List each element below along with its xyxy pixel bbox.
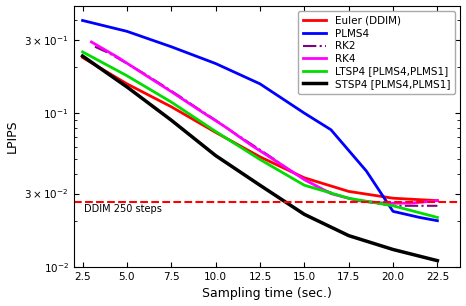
RK2 <box>159 83 165 87</box>
Euler (DDIM) <box>257 155 263 159</box>
PLMS4 <box>124 29 130 33</box>
RK2 <box>124 62 130 65</box>
RK2 <box>248 142 254 146</box>
RK2 <box>372 201 378 205</box>
RK4 <box>248 143 254 147</box>
LTSP4 [PLMS4,PLMS1] <box>169 100 174 104</box>
RK2 <box>284 166 289 170</box>
STSP4 [PLMS4,PLMS1] <box>169 118 174 122</box>
STSP4 [PLMS4,PLMS1] <box>346 234 351 237</box>
PLMS4 <box>302 111 307 115</box>
RK4 <box>355 199 360 203</box>
RK2 <box>302 178 307 181</box>
Euler (DDIM) <box>302 176 307 180</box>
RK2 <box>231 131 236 134</box>
RK4 <box>169 90 174 93</box>
PLMS4 <box>390 210 396 213</box>
RK2 <box>213 118 219 122</box>
PLMS4 <box>435 219 440 222</box>
Euler (DDIM) <box>80 56 85 59</box>
Text: DDIM 250 steps: DDIM 250 steps <box>84 204 162 214</box>
RK4 <box>408 201 413 205</box>
LTSP4 [PLMS4,PLMS1] <box>390 204 396 207</box>
RK2 <box>319 188 325 191</box>
RK2 <box>266 154 272 157</box>
STSP4 [PLMS4,PLMS1] <box>435 259 440 263</box>
RK4 <box>328 192 334 196</box>
RK4 <box>302 178 307 181</box>
STSP4 [PLMS4,PLMS1] <box>213 154 219 157</box>
RK2 <box>390 204 396 207</box>
Legend: Euler (DDIM), PLMS4, RK2, RK4, LTSP4 [PLMS4,PLMS1], STSP4 [PLMS4,PLMS1]: Euler (DDIM), PLMS4, RK2, RK4, LTSP4 [PL… <box>298 11 455 94</box>
PLMS4 <box>363 169 369 173</box>
RK4 <box>89 40 94 44</box>
LTSP4 [PLMS4,PLMS1] <box>346 196 351 200</box>
RK2 <box>142 72 147 76</box>
RK4 <box>435 199 440 203</box>
Line: RK2: RK2 <box>95 47 438 206</box>
LTSP4 [PLMS4,PLMS1] <box>80 50 85 54</box>
STSP4 [PLMS4,PLMS1] <box>124 85 130 89</box>
STSP4 [PLMS4,PLMS1] <box>302 212 307 216</box>
PLMS4 <box>417 216 423 219</box>
RK4 <box>195 107 201 111</box>
Euler (DDIM) <box>435 199 440 203</box>
RK2 <box>195 107 201 110</box>
RK4 <box>142 73 147 76</box>
Line: STSP4 [PLMS4,PLMS1]: STSP4 [PLMS4,PLMS1] <box>82 56 438 261</box>
LTSP4 [PLMS4,PLMS1] <box>124 74 130 77</box>
STSP4 [PLMS4,PLMS1] <box>80 54 85 58</box>
PLMS4 <box>328 128 334 132</box>
Euler (DDIM) <box>124 82 130 86</box>
RK4 <box>381 201 387 205</box>
LTSP4 [PLMS4,PLMS1] <box>302 183 307 187</box>
RK2 <box>426 204 432 207</box>
RK4 <box>275 160 281 164</box>
Line: Euler (DDIM): Euler (DDIM) <box>82 58 438 201</box>
RK4 <box>222 125 227 128</box>
STSP4 [PLMS4,PLMS1] <box>257 183 263 187</box>
PLMS4 <box>257 82 263 86</box>
Line: RK4: RK4 <box>91 42 438 203</box>
PLMS4 <box>169 45 174 49</box>
STSP4 [PLMS4,PLMS1] <box>390 248 396 251</box>
RK2 <box>337 194 343 198</box>
Euler (DDIM) <box>169 105 174 109</box>
RK2 <box>408 204 413 207</box>
RK4 <box>115 56 121 59</box>
PLMS4 <box>80 19 85 22</box>
PLMS4 <box>213 62 219 65</box>
Euler (DDIM) <box>346 190 351 193</box>
RK2 <box>92 45 98 49</box>
RK2 <box>435 204 440 207</box>
X-axis label: Sampling time (sec.): Sampling time (sec.) <box>202 287 332 300</box>
Euler (DDIM) <box>213 131 219 134</box>
LTSP4 [PLMS4,PLMS1] <box>257 158 263 161</box>
RK2 <box>178 95 183 99</box>
RK2 <box>106 51 112 55</box>
Y-axis label: LPIPS: LPIPS <box>6 119 19 153</box>
Euler (DDIM) <box>390 196 396 200</box>
LTSP4 [PLMS4,PLMS1] <box>213 130 219 133</box>
LTSP4 [PLMS4,PLMS1] <box>435 216 440 219</box>
RK2 <box>355 199 360 203</box>
Line: PLMS4: PLMS4 <box>82 21 438 221</box>
Line: LTSP4 [PLMS4,PLMS1]: LTSP4 [PLMS4,PLMS1] <box>82 52 438 218</box>
